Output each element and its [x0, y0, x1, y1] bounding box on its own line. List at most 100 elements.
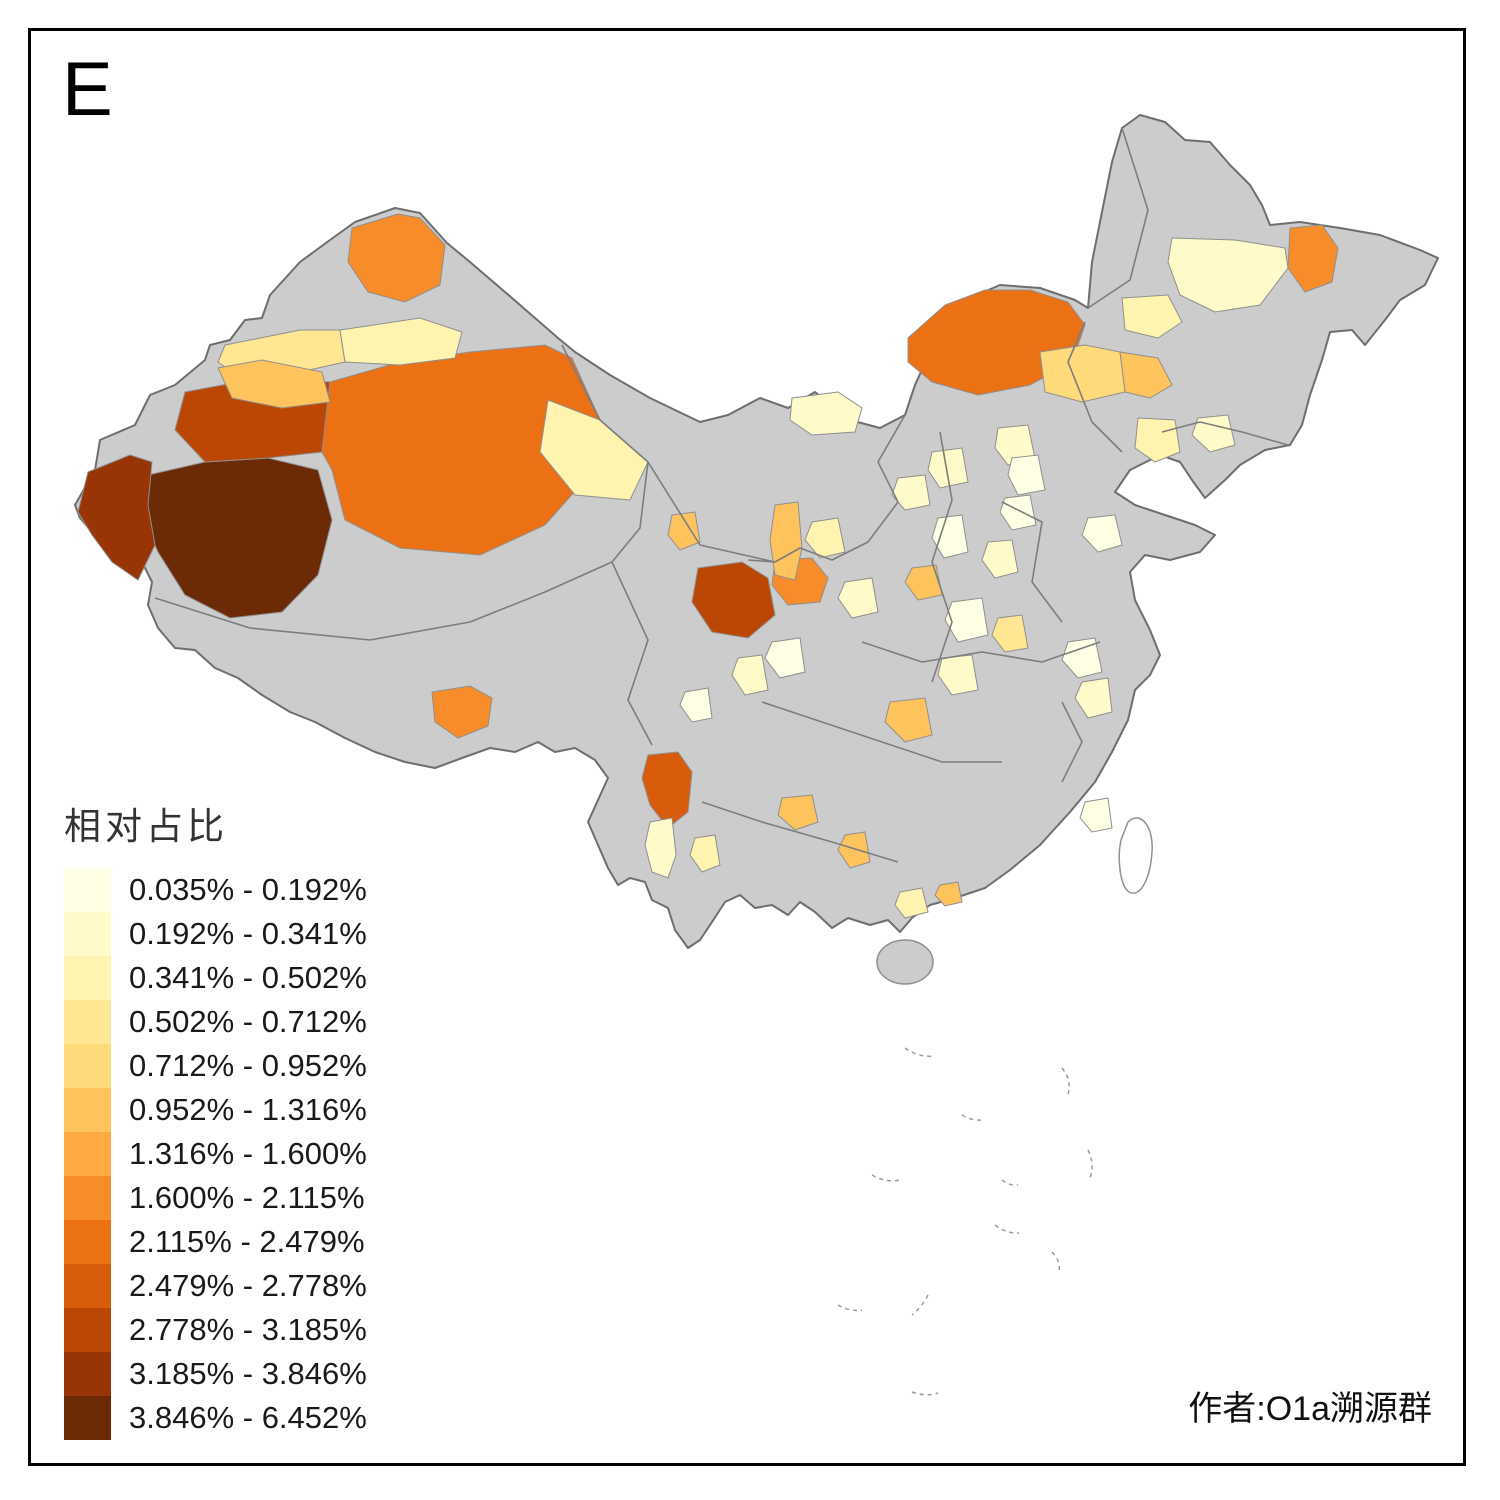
- island-mark: [1087, 1149, 1093, 1179]
- region-sichuan-b: [731, 654, 769, 696]
- region-hulun-pale: [1121, 294, 1183, 339]
- south-china-sea-islands: [837, 1047, 1093, 1396]
- region-border-pale: [789, 391, 863, 436]
- province-border: [747, 414, 906, 563]
- region-henan-a: [981, 539, 1019, 579]
- region-yunnan-nw: [641, 751, 693, 829]
- legend-label: 0.192% - 0.341%: [129, 916, 367, 951]
- legend-label: 1.316% - 1.600%: [129, 1136, 367, 1171]
- region-shanxi-b: [931, 514, 969, 559]
- region-sichuan-c: [679, 687, 713, 723]
- attribution: 作者:O1a溯源群: [1188, 1390, 1432, 1428]
- island-mark: [1051, 1251, 1061, 1273]
- region-shanxi-a: [927, 447, 969, 489]
- legend-swatch: [64, 1044, 111, 1088]
- legend-label: 0.035% - 0.192%: [129, 872, 367, 907]
- island-mark: [871, 1174, 901, 1182]
- legend-item: 2.778% - 3.185%: [64, 1308, 367, 1352]
- region-guangdong-pale: [894, 887, 929, 919]
- legend-swatch: [64, 1176, 111, 1220]
- legend-label: 2.778% - 3.185%: [129, 1312, 367, 1347]
- province-border: [701, 801, 899, 863]
- province-border: [1001, 501, 1063, 623]
- region-hunan-small: [837, 831, 871, 869]
- region-shaanxi-south: [937, 654, 979, 696]
- legend-swatch: [64, 1264, 111, 1308]
- region-jiangsu-pale: [1074, 677, 1113, 719]
- taiwan-island: [1118, 817, 1153, 894]
- legend-swatch: [64, 1220, 111, 1264]
- island-mark: [1061, 1067, 1070, 1095]
- legend-label: 0.341% - 0.502%: [129, 960, 367, 995]
- region-yellow-river-pale: [804, 517, 846, 559]
- legend-title: 相对占比: [64, 806, 228, 847]
- region-longnan-pale: [837, 577, 879, 619]
- province-border: [647, 461, 776, 563]
- region-kashgar: [77, 454, 156, 581]
- legend-swatch: [64, 1352, 111, 1396]
- island-mark: [1001, 1179, 1019, 1186]
- region-yunnan-small: [689, 834, 721, 873]
- legend-label: 2.115% - 2.479%: [129, 1224, 365, 1259]
- plot-border: [28, 28, 1466, 1466]
- province-border: [154, 561, 613, 641]
- region-beijing-pale: [1134, 417, 1181, 463]
- province-border: [931, 431, 953, 683]
- region-lhasa: [431, 685, 493, 739]
- region-bayingol: [321, 344, 601, 556]
- region-yunnan-strip: [644, 817, 677, 879]
- legend-item: 0.952% - 1.316%: [64, 1088, 367, 1132]
- island-mark: [904, 1047, 936, 1058]
- legend-swatch: [64, 1000, 111, 1044]
- legend-label: 0.952% - 1.316%: [129, 1092, 367, 1127]
- legend-label: 1.600% - 2.115%: [129, 1180, 365, 1215]
- legend: 相对占比 0.035% - 0.192% 0.192% - 0.341% 0.341…: [64, 796, 367, 1440]
- province-border: [1087, 127, 1149, 309]
- region-guangdong-orange: [934, 881, 963, 907]
- region-hubei-orange: [884, 697, 933, 743]
- legend-label: 3.846% - 6.452%: [129, 1400, 367, 1435]
- region-altay: [347, 213, 446, 303]
- legend-label: 3.185% - 3.846%: [129, 1356, 367, 1391]
- province-border: [611, 561, 653, 746]
- region-jiangxi-pale: [1079, 797, 1113, 833]
- legend-item: 0.502% - 0.712%: [64, 1000, 367, 1044]
- legend-item: 0.341% - 0.502%: [64, 956, 367, 1000]
- legend-swatch: [64, 1308, 111, 1352]
- island-mark: [911, 1391, 939, 1396]
- legend-rows: 0.035% - 0.192% 0.192% - 0.341% 0.341% - 0…: [64, 868, 367, 1440]
- legend-item: 1.316% - 1.600%: [64, 1132, 367, 1176]
- legend-swatch: [64, 868, 111, 912]
- province-border: [1161, 421, 1289, 446]
- legend-item: 0.712% - 0.952%: [64, 1044, 367, 1088]
- island-mark: [961, 1114, 983, 1121]
- legend-label: 0.712% - 0.952%: [129, 1048, 367, 1083]
- region-yili: [217, 359, 331, 409]
- region-hebei-c: [999, 494, 1037, 531]
- legend-item: 2.115% - 2.479%: [64, 1220, 367, 1264]
- province-border: [1061, 701, 1083, 783]
- region-ningxia: [769, 501, 803, 581]
- map-regions: [77, 213, 1339, 919]
- province-border: [761, 701, 1002, 763]
- province-border: [861, 641, 1101, 663]
- province-borders: [154, 127, 1289, 863]
- legend-swatch: [64, 1132, 111, 1176]
- region-anhui-pale: [1061, 637, 1103, 679]
- region-nenjiang-pale: [1167, 237, 1289, 313]
- region-alxa: [907, 289, 1086, 396]
- legend-swatch: [64, 1396, 111, 1440]
- legend-item: 1.600% - 2.115%: [64, 1176, 367, 1220]
- legend-swatch: [64, 1088, 111, 1132]
- legend-item: 0.035% - 0.192%: [64, 868, 367, 912]
- legend-label: 0.502% - 0.712%: [129, 1004, 367, 1039]
- panel-label: E: [62, 47, 113, 132]
- region-shaanxi-orange: [904, 564, 943, 601]
- region-sichuan-a: [764, 637, 806, 679]
- region-liaoning-pale: [1191, 414, 1236, 453]
- island-mark: [837, 1304, 863, 1312]
- region-hohhot: [1119, 351, 1173, 399]
- legend-item: 3.185% - 3.846%: [64, 1352, 367, 1396]
